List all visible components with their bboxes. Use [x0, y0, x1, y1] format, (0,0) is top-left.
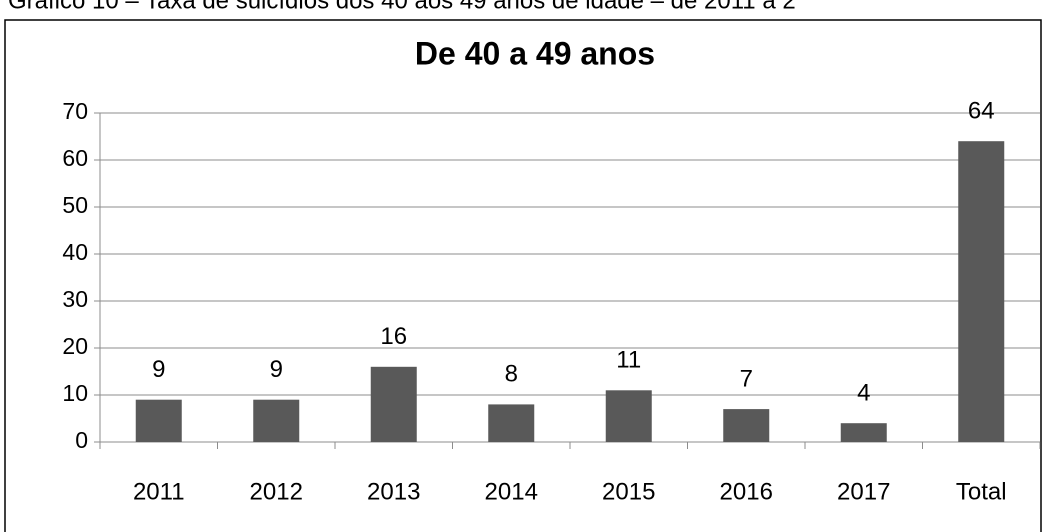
y-tick-label: 50 — [62, 192, 88, 218]
x-tick-label: 2017 — [837, 478, 890, 505]
data-label: 4 — [857, 380, 870, 407]
y-tick-label: 20 — [62, 333, 88, 359]
x-tick-label: 2011 — [133, 478, 185, 505]
data-label: 64 — [968, 98, 995, 125]
data-label: 9 — [152, 356, 165, 383]
y-tick-label: 70 — [62, 98, 88, 124]
y-tick-label: 10 — [62, 380, 88, 406]
x-tick-label: 2014 — [485, 478, 538, 505]
x-tick-label: Total — [956, 478, 1007, 505]
x-tick-label: 2015 — [602, 478, 655, 505]
chart-title: De 40 a 49 anos — [415, 35, 655, 71]
bar — [605, 390, 652, 442]
bar — [723, 409, 770, 442]
x-tick-label: 2016 — [720, 478, 773, 505]
data-label: 11 — [616, 347, 641, 374]
bar — [135, 399, 182, 442]
data-label: 16 — [380, 323, 407, 350]
bar — [253, 399, 300, 442]
y-tick-label: 40 — [62, 239, 88, 265]
data-label: 9 — [270, 356, 283, 383]
x-tick-label: 2012 — [250, 478, 303, 505]
bar — [488, 404, 535, 442]
caption: Gráfico 10 – Taxa de suicídios dos 40 ao… — [8, 0, 796, 14]
chart-frame — [4, 19, 1042, 532]
y-tick-label: 30 — [62, 286, 88, 312]
data-label: 7 — [740, 365, 753, 392]
x-tick-label: 2013 — [367, 478, 420, 505]
bar — [840, 423, 887, 442]
y-tick-label: 60 — [62, 145, 88, 171]
data-label: 8 — [505, 361, 518, 388]
y-tick-label: 0 — [75, 427, 88, 453]
bar — [370, 366, 417, 442]
bar — [958, 141, 1005, 442]
